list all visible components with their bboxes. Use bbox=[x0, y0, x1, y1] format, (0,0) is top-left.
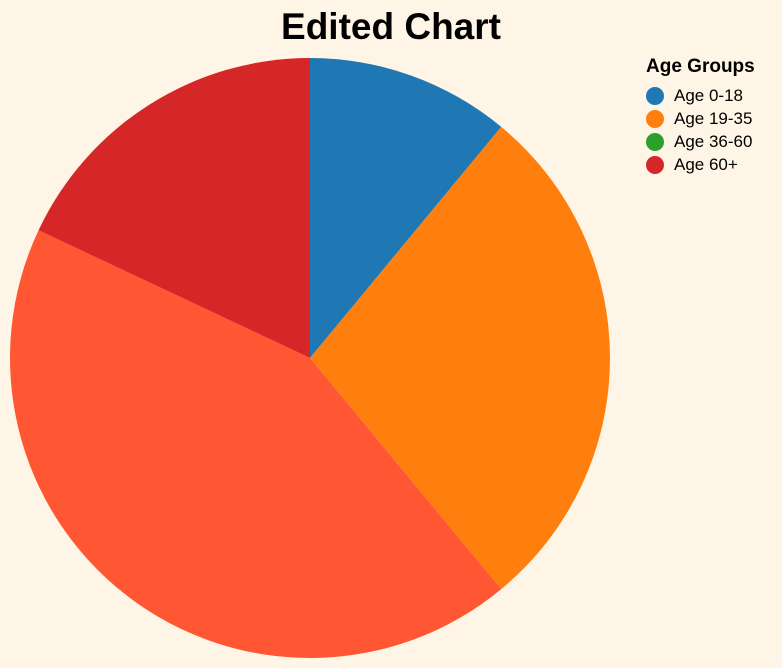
pie-slice-other bbox=[10, 230, 502, 658]
legend-item-2: Age 36-60 bbox=[646, 130, 780, 153]
legend-swatch-3 bbox=[646, 155, 664, 174]
pie-slice-age-0-18 bbox=[310, 58, 502, 358]
legend-label-1: Age 19-35 bbox=[674, 108, 753, 128]
pie-slice-age-60- bbox=[38, 57, 311, 358]
legend-label-3: Age 60+ bbox=[674, 154, 738, 174]
legend-swatch-2 bbox=[646, 132, 664, 151]
legend-item-0: Age 0-18 bbox=[646, 84, 780, 107]
pie-slice-age-19-35 bbox=[310, 126, 610, 590]
legend-title: Age Groups bbox=[646, 56, 755, 77]
legend-swatch-0 bbox=[646, 86, 664, 105]
legend: Age Groups Age 0-18 Age 19-35 Age 36-60 … bbox=[646, 56, 780, 176]
pie-slices bbox=[10, 57, 610, 658]
legend-item-3: Age 60+ bbox=[646, 153, 780, 176]
legend-item-1: Age 19-35 bbox=[646, 107, 780, 130]
legend-swatch-1 bbox=[646, 109, 664, 128]
legend-label-2: Age 36-60 bbox=[674, 131, 753, 151]
legend-label-0: Age 0-18 bbox=[674, 85, 743, 105]
chart-title: Edited Chart bbox=[281, 6, 501, 47]
